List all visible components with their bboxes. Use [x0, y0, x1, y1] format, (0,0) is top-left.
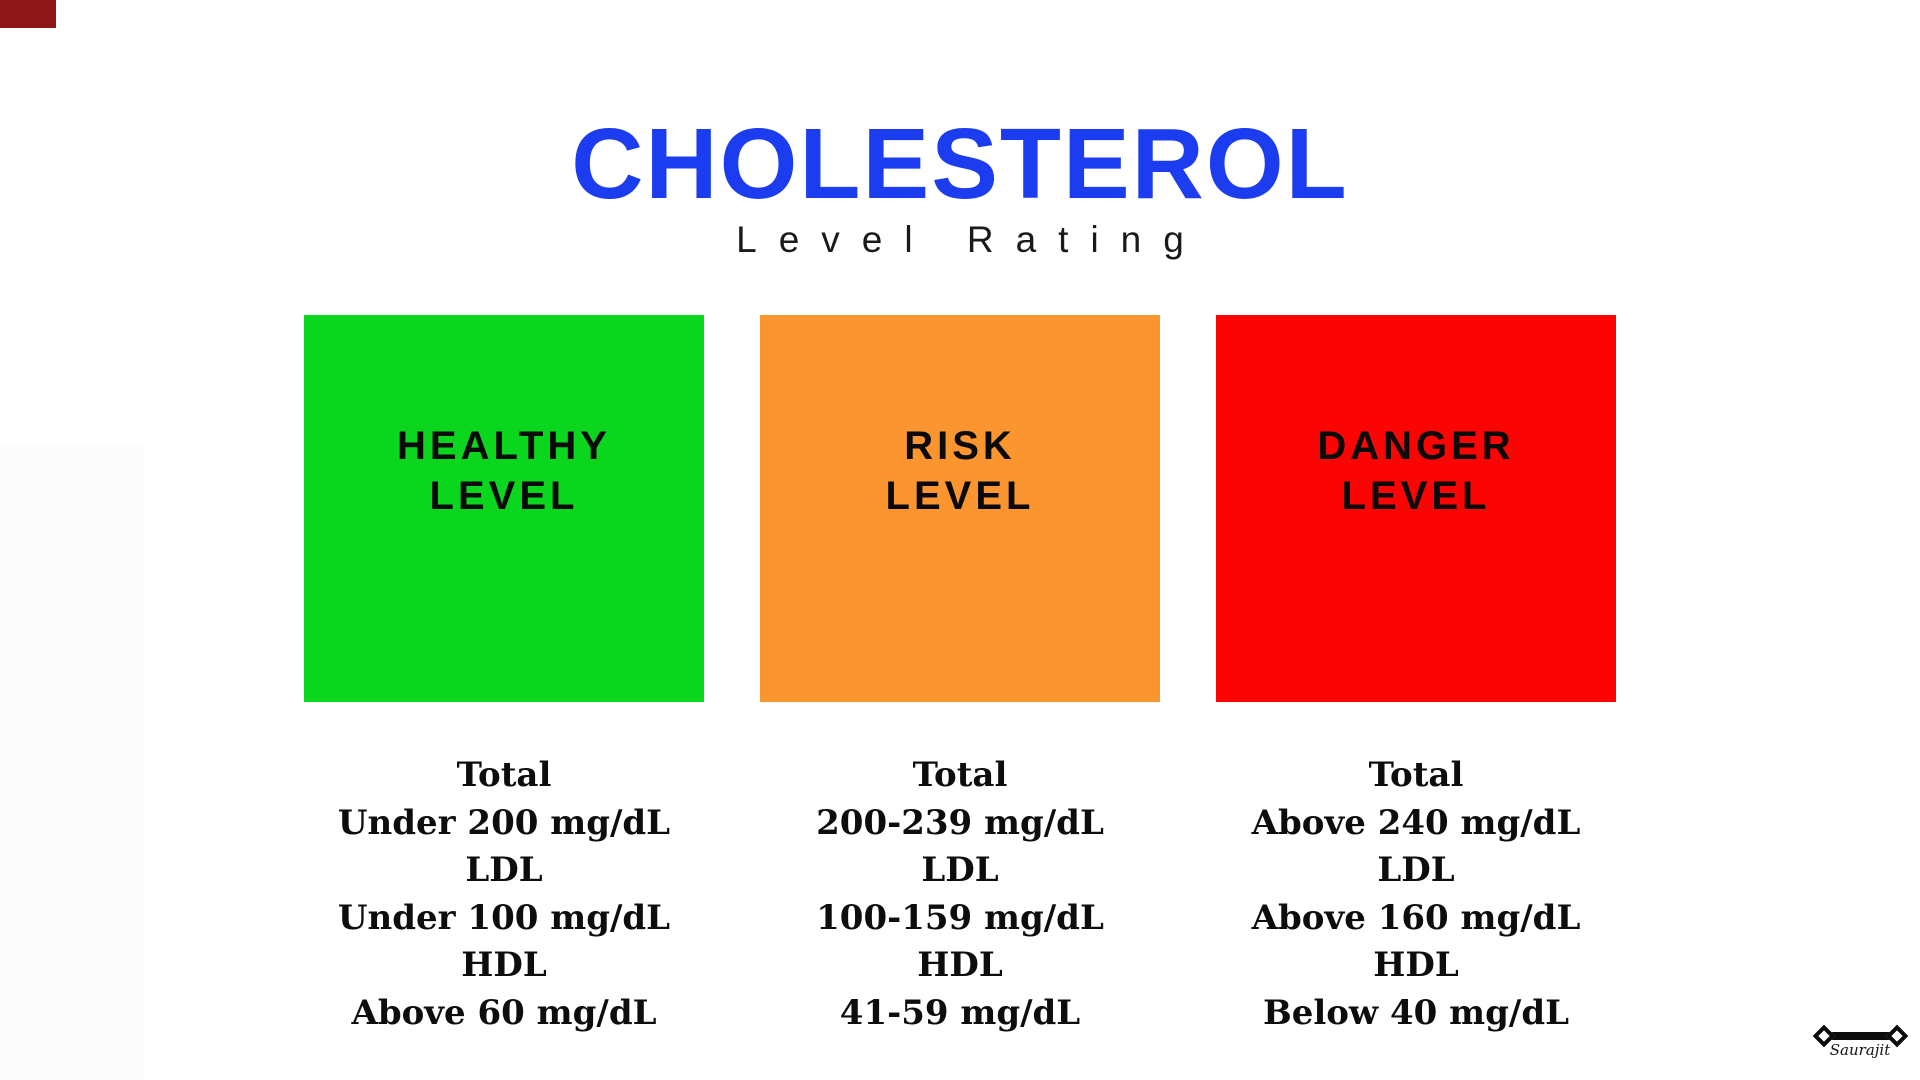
author-logo: Saurajit	[1810, 1024, 1910, 1074]
metric-name: Total	[1368, 755, 1464, 795]
page-subtitle: Level Rating	[736, 219, 1206, 260]
metric-name: Total	[456, 755, 552, 795]
metric-value: Below 40 mg/dL	[1262, 992, 1570, 1033]
risk-level-label-line1: RISK	[904, 424, 1016, 468]
risk-level-box: RISK LEVEL	[760, 315, 1160, 702]
logo-bar-icon	[1824, 1032, 1897, 1040]
metric-value: Above 240 mg/dL	[1251, 802, 1581, 843]
metric-value: Above 60 mg/dL	[351, 992, 657, 1033]
level-details-row: Total Under 200 mg/dL LDL Under 100 mg/d…	[304, 752, 1616, 1038]
page-title: CHOLESTEROL	[571, 108, 1349, 220]
metric-value: Above 160 mg/dL	[1251, 897, 1581, 938]
healthy-level-label-line2: LEVEL	[429, 474, 579, 518]
metric-name: LDL	[1377, 850, 1455, 891]
danger-level-box: DANGER LEVEL	[1216, 315, 1616, 702]
metric-value: 41-59 mg/dL	[839, 992, 1081, 1033]
risk-level-details: Total 200-239 mg/dL LDL 100-159 mg/dL HD…	[760, 752, 1160, 1038]
healthy-level-details: Total Under 200 mg/dL LDL Under 100 mg/d…	[304, 752, 704, 1038]
metric-value: Under 100 mg/dL	[337, 897, 671, 938]
metric-value: Under 200 mg/dL	[337, 802, 671, 843]
author-signature: Saurajit	[1829, 1041, 1891, 1059]
risk-level-label-line2: LEVEL	[885, 474, 1035, 518]
metric-name: LDL	[465, 850, 543, 891]
metric-value: 100-159 mg/dL	[816, 897, 1104, 938]
faint-side-panel	[0, 444, 143, 1080]
metric-name: LDL	[921, 850, 999, 891]
metric-value: 200-239 mg/dL	[816, 802, 1104, 843]
metric-name: HDL	[1373, 945, 1459, 986]
healthy-level-label-line1: HEALTHY	[397, 424, 611, 468]
metric-name: HDL	[461, 945, 547, 986]
metric-name: HDL	[917, 945, 1003, 986]
danger-level-details: Total Above 240 mg/dL LDL Above 160 mg/d…	[1216, 752, 1616, 1038]
danger-level-label-line2: LEVEL	[1341, 474, 1491, 518]
level-boxes-row: HEALTHY LEVEL RISK LEVEL DANGER LEVEL	[304, 315, 1616, 702]
metric-name: Total	[912, 755, 1008, 795]
corner-mark	[0, 0, 56, 28]
healthy-level-box: HEALTHY LEVEL	[304, 315, 704, 702]
danger-level-label-line1: DANGER	[1317, 424, 1515, 468]
